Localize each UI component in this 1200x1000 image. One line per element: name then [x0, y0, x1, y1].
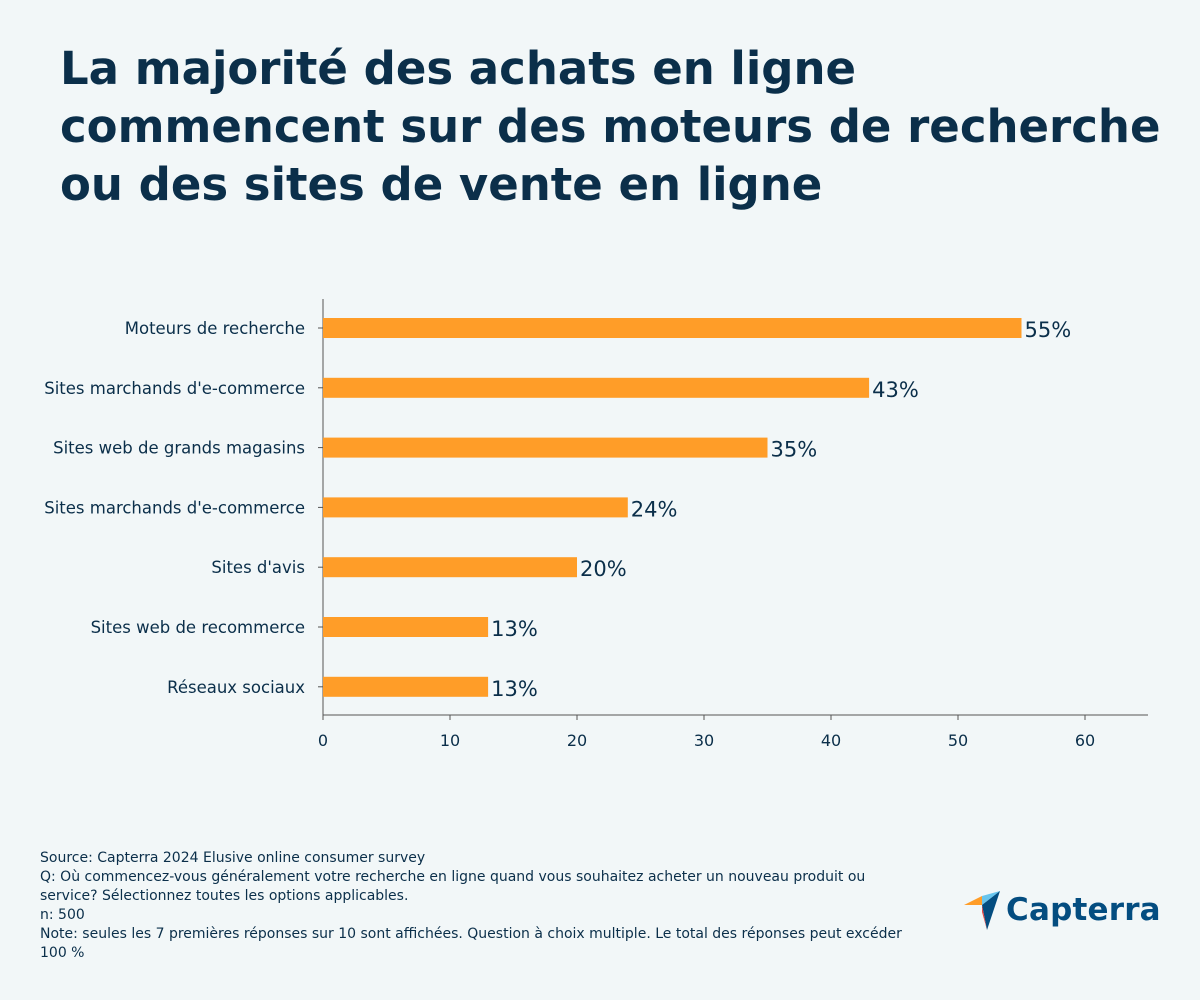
chart-title-line-2: commencent sur des moteurs de recherche [60, 100, 1161, 153]
category-label: Sites web de recommerce [91, 618, 305, 637]
capterra-logo: Capterra [962, 890, 1161, 930]
category-label: Sites marchands d'e-commerce [44, 379, 305, 398]
data-label: 20% [580, 557, 627, 581]
chart-title-line-1: La majorité des achats en ligne [60, 42, 857, 95]
chart-footer: Source: Capterra 2024 Elusive online con… [40, 849, 960, 963]
question-text-line-1: Q: Où commencez-vous généralement votre … [40, 869, 866, 885]
question-text-line-2: service? Sélectionnez toutes les options… [40, 888, 409, 904]
category-label: Sites d'avis [211, 558, 305, 577]
x-tick-label: 50 [948, 731, 968, 750]
x-tick-label: 20 [567, 731, 587, 750]
bar [323, 377, 870, 398]
category-label: Sites marchands d'e-commerce [44, 498, 305, 517]
data-label: 43% [872, 378, 919, 402]
data-label: 55% [1025, 318, 1072, 342]
bar-chart: Moteurs de recherche 55% Sites marchands d… [44, 299, 1148, 750]
sample-size-text: n: 500 [40, 907, 85, 923]
x-tick-label: 0 [318, 731, 328, 750]
bar [323, 676, 489, 697]
x-tick-label: 60 [1075, 731, 1095, 750]
data-label: 35% [771, 438, 818, 462]
note-text-line-1: Note: seules les 7 premières réponses su… [40, 926, 902, 942]
data-label: 24% [631, 497, 678, 521]
x-tick-label: 10 [440, 731, 460, 750]
data-label: 13% [491, 617, 538, 641]
bar [323, 497, 628, 518]
source-text: Source: Capterra 2024 Elusive online con… [40, 850, 426, 866]
chart-title-line-3: ou des sites de vente en ligne [60, 158, 823, 211]
x-tick-label: 30 [694, 731, 714, 750]
bar [323, 318, 1022, 338]
capterra-logo-text: Capterra [1006, 892, 1161, 928]
bar [323, 617, 489, 637]
bar [323, 437, 768, 458]
data-label: 13% [491, 677, 538, 701]
x-tick-label: 40 [821, 731, 841, 750]
logo-shape-red [982, 905, 987, 930]
logo-shape-dark-blue [982, 891, 1000, 930]
capterra-arrow-icon [964, 891, 1000, 930]
bar [323, 557, 577, 578]
category-label: Moteurs de recherche [125, 319, 305, 338]
chart-title: La majorité des achats en ligne commence… [60, 40, 1160, 214]
category-label: Sites web de grands magasins [53, 439, 305, 458]
logo-shape-orange [964, 896, 982, 905]
note-text-line-2: 100 % [40, 945, 85, 961]
category-label: Réseaux sociaux [167, 678, 305, 697]
